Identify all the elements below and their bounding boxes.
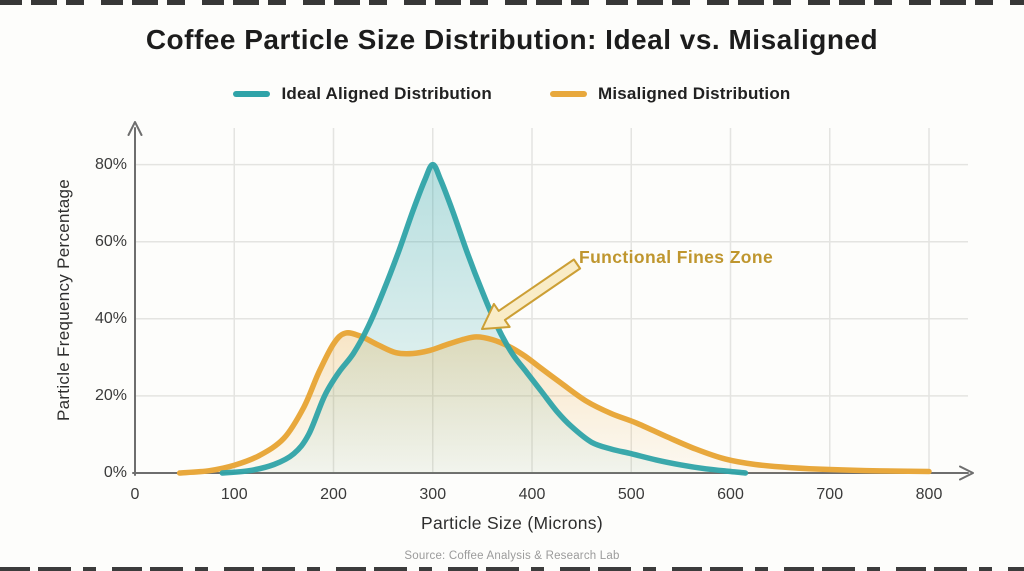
legend-swatch-misaligned-icon [549,91,587,97]
x-tick-label: 800 [915,486,943,503]
y-tick-label: 20% [94,386,127,404]
source-text: Source: Coffee Analysis & Research Lab [404,550,620,562]
legend-swatch-ideal-icon [233,91,271,97]
x-tick-label: 600 [717,486,744,503]
y-tick-label: 60% [94,232,127,250]
x-tick-label: 0 [130,486,140,503]
chart-title: Coffee Particle Size Distribution: Ideal… [145,24,879,55]
annotation-arrow-icon [481,258,582,330]
series-fill-1 [179,332,930,473]
legend: Ideal Aligned Distribution Misaligned Di… [0,84,1024,104]
series-line-0 [219,161,749,476]
legend-label-ideal: Ideal Aligned Distribution [281,84,492,103]
x-tick-label: 300 [419,486,447,503]
x-tick-label: 500 [617,486,645,503]
top-edge-artifact [0,0,1024,5]
x-tick-label: 700 [816,486,844,503]
y-tick-label: 0% [103,464,127,481]
x-tick-label: 200 [320,486,347,503]
series-line-1 [176,330,932,476]
x-tick-label: 400 [518,486,546,503]
x-tick-label: 100 [220,486,248,503]
legend-label-misaligned: Misaligned Distribution [597,84,791,103]
annotation-label: Functional Fines Zone [579,247,774,267]
bottom-edge-artifact [0,567,1024,571]
y-axis-label: Particle Frequency Percentage [54,178,73,422]
y-tick-label: 80% [94,155,127,173]
y-tick-label: 40% [94,309,127,327]
legend-item-misaligned: Misaligned Distribution [549,84,791,104]
x-axis-label: Particle Size (Microns) [421,513,603,533]
legend-item-ideal: Ideal Aligned Distribution [233,84,492,104]
